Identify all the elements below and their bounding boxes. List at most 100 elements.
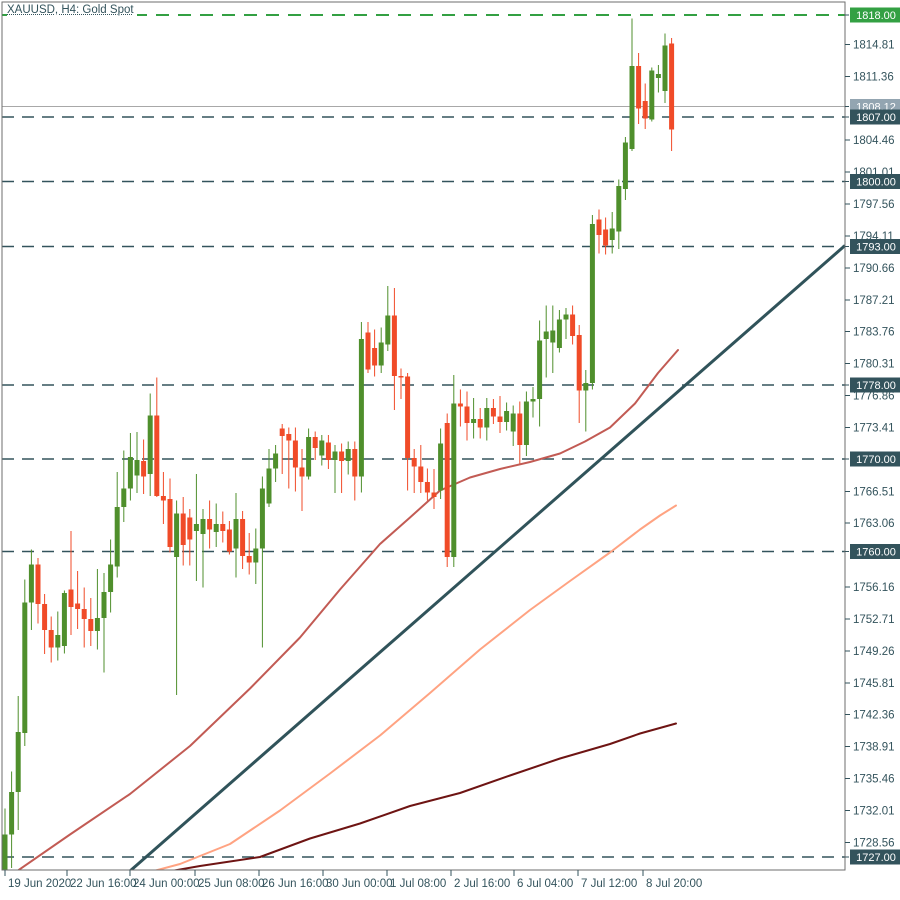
candle	[339, 443, 345, 493]
candle-body-bull	[108, 564, 114, 592]
candle	[523, 391, 529, 456]
price-badge-bg	[850, 239, 900, 254]
price-badge-bg	[850, 849, 900, 865]
price-badge-1727.00: 1727.00	[850, 849, 900, 865]
candle	[372, 329, 378, 377]
x-tick-label: 22 Jun 16:00	[70, 878, 137, 890]
candle	[42, 594, 48, 654]
candle-body-bear	[141, 461, 147, 477]
price-badge-bg	[850, 7, 900, 23]
candle	[563, 308, 569, 339]
candle	[22, 579, 28, 746]
candle	[530, 387, 536, 418]
candle-body-bull	[332, 451, 338, 460]
y-tick-label: 1804.46	[853, 135, 895, 147]
candle	[576, 325, 582, 423]
trendline[interactable]	[118, 244, 845, 882]
y-tick-label: 1776.86	[853, 391, 895, 403]
candle-body-bear	[160, 496, 166, 501]
candle	[358, 322, 364, 493]
candle-body-bear	[576, 335, 582, 391]
candle	[570, 305, 576, 345]
candle-body-bull	[609, 228, 615, 240]
candle-body-bull	[530, 399, 536, 402]
candle	[431, 469, 437, 509]
candle-body-bull	[200, 519, 206, 534]
price-badge-bg	[850, 451, 900, 467]
candle	[669, 38, 675, 151]
candle	[655, 65, 661, 93]
candle	[35, 558, 41, 624]
y-tick-label: 1738.91	[853, 742, 895, 754]
price-badge-label: 1778.00	[856, 380, 896, 392]
candle	[279, 424, 285, 474]
candle	[319, 435, 325, 466]
candle-body-bear	[444, 423, 450, 557]
y-axis[interactable]: 1814.811811.361804.461801.011797.561794.…	[845, 7, 900, 865]
price-badge-bg	[850, 544, 900, 559]
candle-body-bull	[358, 339, 364, 477]
price-badge-label: 1760.00	[856, 547, 896, 559]
candle	[457, 389, 463, 427]
candle	[233, 493, 239, 578]
price-badge-label: 1770.00	[856, 454, 896, 466]
candle	[154, 377, 160, 497]
candle	[649, 67, 655, 122]
y-tick-label: 1811.36	[853, 72, 894, 84]
candle-body-bull	[543, 331, 549, 339]
candle-body-bear	[457, 403, 463, 407]
candle	[636, 53, 642, 124]
candle	[226, 521, 232, 555]
candle	[286, 427, 292, 489]
candle	[127, 433, 133, 501]
candle	[464, 391, 470, 441]
candle-body-bear	[405, 376, 411, 458]
candle	[273, 445, 279, 482]
candle-body-bear	[81, 609, 87, 619]
candle-body-bear	[279, 428, 285, 436]
candle	[193, 474, 199, 581]
candle-body-bear	[391, 315, 397, 376]
candle	[108, 539, 114, 613]
candle-body-bull	[213, 524, 219, 532]
x-tick-label: 26 Jun 16:00	[262, 878, 329, 890]
candle	[207, 500, 213, 549]
candle	[240, 511, 246, 569]
candle	[246, 533, 252, 575]
candle	[75, 571, 81, 629]
candle	[444, 413, 450, 567]
candle	[121, 450, 127, 522]
candle	[589, 215, 595, 390]
candle-body-bull	[233, 519, 239, 549]
candle-body-bear	[431, 492, 437, 497]
candle-body-bull	[662, 45, 668, 91]
candle-body-bear	[154, 415, 160, 496]
candle-body-bear	[312, 437, 318, 448]
candle-body-bear	[490, 408, 496, 417]
y-tick-label: 1763.06	[853, 518, 895, 530]
candle	[550, 305, 556, 373]
candle-body-bear	[292, 440, 298, 468]
y-tick-label: 1735.46	[853, 774, 895, 786]
y-tick-label: 1756.16	[853, 582, 895, 594]
candle	[609, 212, 615, 254]
candle	[114, 472, 120, 578]
candle-body-bull	[259, 488, 265, 549]
ma-crimson-line	[16, 349, 679, 870]
candle	[405, 373, 411, 491]
candle-body-bear	[517, 413, 523, 445]
x-tick-label: 8 Jul 20:00	[646, 878, 702, 890]
candle	[345, 441, 351, 475]
candle-body-bull	[438, 443, 444, 491]
candle	[259, 476, 265, 648]
plot-area[interactable]	[2, 14, 845, 882]
x-tick-label: 6 Jul 04:00	[517, 878, 573, 890]
candle	[352, 441, 358, 501]
candle	[180, 497, 186, 566]
y-tick-label: 1787.21	[853, 295, 895, 307]
candle-body-bear	[207, 519, 213, 530]
candle-body-bull	[22, 602, 28, 733]
candle-body-bull	[273, 453, 279, 469]
